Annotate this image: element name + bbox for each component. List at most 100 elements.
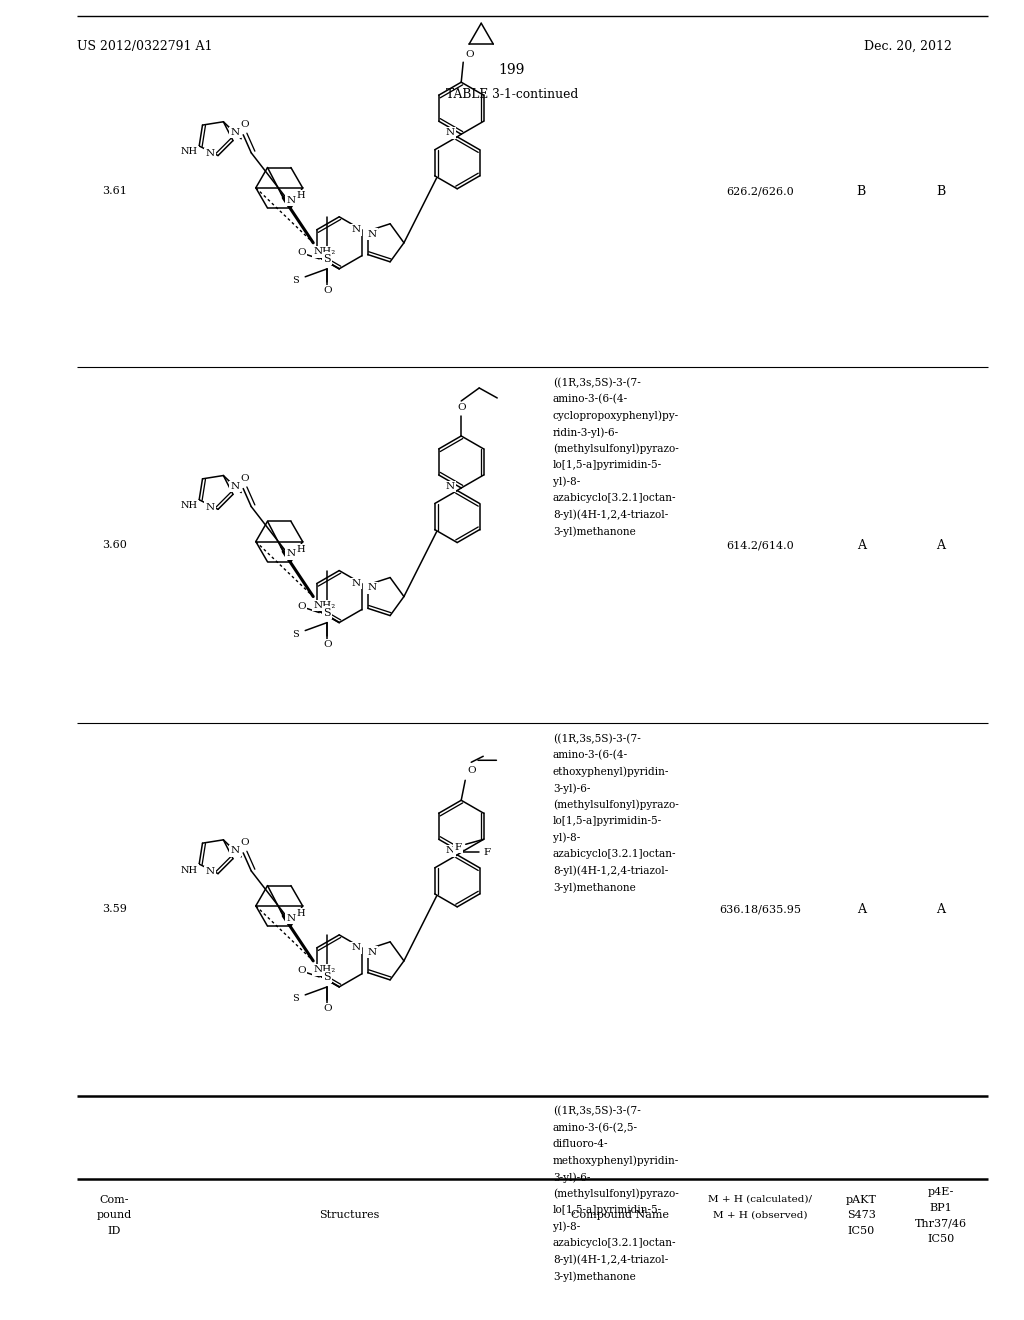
Text: yl)-8-: yl)-8- <box>553 1221 580 1233</box>
Text: yl)-8-: yl)-8- <box>553 833 580 843</box>
Text: M + H (calculated)/: M + H (calculated)/ <box>709 1195 812 1204</box>
Text: S: S <box>292 994 299 1003</box>
Text: ID: ID <box>108 1226 121 1237</box>
Text: 626.2/626.0: 626.2/626.0 <box>726 186 795 197</box>
Text: methoxyphenyl)pyridin-: methoxyphenyl)pyridin- <box>553 1156 679 1167</box>
Text: N: N <box>287 913 296 923</box>
Text: (methylsulfonyl)pyrazo-: (methylsulfonyl)pyrazo- <box>553 800 679 810</box>
Text: p4E-: p4E- <box>928 1187 953 1197</box>
Text: A: A <box>936 903 945 916</box>
Text: amino-3-(6-(4-: amino-3-(6-(4- <box>553 393 628 404</box>
Text: lo[1,5-a]pyrimidin-5-: lo[1,5-a]pyrimidin-5- <box>553 461 662 470</box>
Text: BP1: BP1 <box>929 1203 952 1213</box>
Text: ethoxyphenyl)pyridin-: ethoxyphenyl)pyridin- <box>553 767 670 777</box>
Text: 8-yl)(4H-1,2,4-triazol-: 8-yl)(4H-1,2,4-triazol- <box>553 1254 668 1266</box>
Text: Dec. 20, 2012: Dec. 20, 2012 <box>864 40 952 53</box>
Text: O: O <box>457 404 466 412</box>
Text: NH₂: NH₂ <box>313 601 336 610</box>
Text: yl)-8-: yl)-8- <box>553 477 580 487</box>
Text: 636.18/635.95: 636.18/635.95 <box>719 904 802 915</box>
Text: S473: S473 <box>847 1210 876 1221</box>
Text: 3-yl)methanone: 3-yl)methanone <box>553 1271 636 1282</box>
Text: H: H <box>297 191 305 201</box>
Text: 3.59: 3.59 <box>101 904 127 915</box>
Text: difluoro-4-: difluoro-4- <box>553 1139 608 1150</box>
Text: 3-yl)-6-: 3-yl)-6- <box>553 1172 590 1183</box>
Text: N: N <box>368 948 376 957</box>
Text: 199: 199 <box>499 63 525 78</box>
Text: azabicyclo[3.2.1]octan-: azabicyclo[3.2.1]octan- <box>553 850 676 859</box>
Text: O: O <box>297 602 305 611</box>
Text: 8-yl)(4H-1,2,4-triazol-: 8-yl)(4H-1,2,4-triazol- <box>553 866 668 876</box>
Text: N: N <box>368 583 376 593</box>
Text: ((1R,3s,5S)-3-(7-: ((1R,3s,5S)-3-(7- <box>553 1106 641 1117</box>
Text: Com-: Com- <box>99 1195 129 1205</box>
Text: N: N <box>351 226 360 235</box>
Text: azabicyclo[3.2.1]octan-: azabicyclo[3.2.1]octan- <box>553 492 676 503</box>
Text: cyclopropoxyphenyl)py-: cyclopropoxyphenyl)py- <box>553 411 679 421</box>
Text: 3-yl)-6-: 3-yl)-6- <box>553 783 590 795</box>
Text: N: N <box>206 503 215 512</box>
Text: S: S <box>324 253 331 264</box>
Text: TABLE 3-1-continued: TABLE 3-1-continued <box>445 88 579 102</box>
Text: pound: pound <box>96 1210 132 1221</box>
Text: N: N <box>287 195 296 205</box>
Text: A: A <box>857 539 865 552</box>
Text: O: O <box>323 1005 332 1014</box>
Text: H: H <box>297 909 305 919</box>
Text: B: B <box>936 185 945 198</box>
Text: Compound Name: Compound Name <box>570 1210 669 1221</box>
Text: IC50: IC50 <box>848 1226 874 1237</box>
Text: F: F <box>455 842 461 851</box>
Text: amino-3-(6-(4-: amino-3-(6-(4- <box>553 750 628 760</box>
Text: Structures: Structures <box>319 1210 380 1221</box>
Text: ridin-3-yl)-6-: ridin-3-yl)-6- <box>553 428 618 438</box>
Text: pAKT: pAKT <box>846 1195 877 1205</box>
Text: N: N <box>351 579 360 589</box>
Text: O: O <box>240 474 249 483</box>
Text: lo[1,5-a]pyrimidin-5-: lo[1,5-a]pyrimidin-5- <box>553 816 662 826</box>
Text: O: O <box>467 766 475 775</box>
Text: Thr37/46: Thr37/46 <box>914 1218 967 1229</box>
Text: NH: NH <box>180 866 198 875</box>
Text: H: H <box>297 545 305 554</box>
Text: S: S <box>292 276 299 285</box>
Text: O: O <box>240 838 249 847</box>
Text: O: O <box>240 120 249 129</box>
Text: N: N <box>230 846 240 855</box>
Text: O: O <box>297 966 305 975</box>
Text: 3.61: 3.61 <box>101 186 127 197</box>
Text: (methylsulfonyl)pyrazo-: (methylsulfonyl)pyrazo- <box>553 444 679 454</box>
Text: N: N <box>445 128 455 137</box>
Text: N: N <box>287 549 296 558</box>
Text: NH: NH <box>180 148 198 157</box>
Text: NH: NH <box>180 502 198 511</box>
Text: azabicyclo[3.2.1]octan-: azabicyclo[3.2.1]octan- <box>553 1238 676 1249</box>
Text: O: O <box>465 50 473 58</box>
Text: N: N <box>351 944 360 953</box>
Text: NH₂: NH₂ <box>313 965 336 974</box>
Text: amino-3-(6-(2,5-: amino-3-(6-(2,5- <box>553 1122 638 1133</box>
Text: S: S <box>292 630 299 639</box>
Text: N: N <box>445 482 455 491</box>
Text: O: O <box>323 640 332 649</box>
Text: ((1R,3s,5S)-3-(7-: ((1R,3s,5S)-3-(7- <box>553 378 641 388</box>
Text: US 2012/0322791 A1: US 2012/0322791 A1 <box>77 40 212 53</box>
Text: 8-yl)(4H-1,2,4-triazol-: 8-yl)(4H-1,2,4-triazol- <box>553 510 668 520</box>
Text: 614.2/614.0: 614.2/614.0 <box>726 540 795 550</box>
Text: IC50: IC50 <box>927 1234 954 1245</box>
Text: F: F <box>483 847 490 857</box>
Text: S: S <box>324 607 331 618</box>
Text: N: N <box>206 867 215 876</box>
Text: NH₂: NH₂ <box>313 247 336 256</box>
Text: (methylsulfonyl)pyrazo-: (methylsulfonyl)pyrazo- <box>553 1188 679 1200</box>
Text: S: S <box>324 972 331 982</box>
Text: M + H (observed): M + H (observed) <box>713 1210 808 1220</box>
Text: N: N <box>445 846 455 855</box>
Text: 3-yl)methanone: 3-yl)methanone <box>553 525 636 537</box>
Text: N: N <box>230 128 240 137</box>
Text: N: N <box>206 149 215 158</box>
Text: lo[1,5-a]pyrimidin-5-: lo[1,5-a]pyrimidin-5- <box>553 1205 662 1216</box>
Text: O: O <box>297 248 305 257</box>
Text: N: N <box>230 482 240 491</box>
